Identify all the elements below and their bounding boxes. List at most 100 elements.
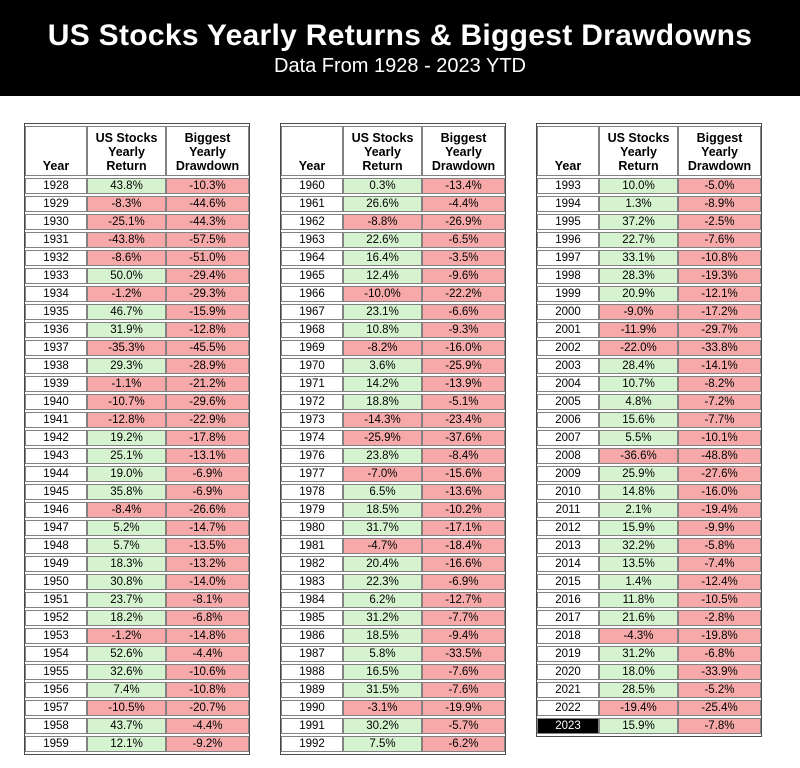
- return-cell: -9.0%: [599, 304, 678, 320]
- return-cell: 3.6%: [343, 358, 422, 374]
- year-cell: 1963: [281, 232, 343, 248]
- table-row: 1989 31.5% -7.6%: [281, 682, 505, 698]
- return-cell: 31.9%: [87, 322, 166, 338]
- return-cell: 50.0%: [87, 268, 166, 284]
- return-cell: 18.5%: [343, 502, 422, 518]
- year-cell: 1979: [281, 502, 343, 518]
- table-row: 2022 -19.4% -25.4%: [537, 700, 761, 716]
- drawdown-cell: -6.6%: [422, 304, 505, 320]
- table-row: 2017 21.6% -2.8%: [537, 610, 761, 626]
- year-cell: 1980: [281, 520, 343, 536]
- return-cell: -1.1%: [87, 376, 166, 392]
- year-cell: 1952: [25, 610, 87, 626]
- table-row: 1972 18.8% -5.1%: [281, 394, 505, 410]
- return-cell: 20.9%: [599, 286, 678, 302]
- drawdown-cell: -5.0%: [678, 178, 761, 194]
- table-row: 1981 -4.7% -18.4%: [281, 538, 505, 554]
- table-row: 2010 14.8% -16.0%: [537, 484, 761, 500]
- table-row: 1995 37.2% -2.5%: [537, 214, 761, 230]
- drawdown-cell: -25.9%: [422, 358, 505, 374]
- year-cell: 1933: [25, 268, 87, 284]
- table-row: 1985 31.2% -7.7%: [281, 610, 505, 626]
- drawdown-cell: -5.8%: [678, 538, 761, 554]
- year-cell: 1955: [25, 664, 87, 680]
- return-cell: 7.5%: [343, 736, 422, 752]
- year-cell: 1959: [25, 736, 87, 752]
- table-row: 1974 -25.9% -37.6%: [281, 430, 505, 446]
- year-cell: 1989: [281, 682, 343, 698]
- year-cell: 1997: [537, 250, 599, 266]
- return-cell: 19.0%: [87, 466, 166, 482]
- year-cell: 1939: [25, 376, 87, 392]
- table-row: 1928 43.8% -10.3%: [25, 178, 249, 194]
- drawdown-cell: -9.9%: [678, 520, 761, 536]
- year-cell: 1938: [25, 358, 87, 374]
- drawdown-cell: -44.3%: [166, 214, 249, 230]
- drawdown-column-header: Biggest Yearly Drawdown: [422, 126, 505, 176]
- drawdown-cell: -6.2%: [422, 736, 505, 752]
- return-cell: -10.7%: [87, 394, 166, 410]
- table-row: 1947 5.2% -14.7%: [25, 520, 249, 536]
- return-cell: 18.8%: [343, 394, 422, 410]
- drawdown-cell: -7.8%: [678, 718, 761, 734]
- table-row: 1930 -25.1% -44.3%: [25, 214, 249, 230]
- drawdown-cell: -4.4%: [422, 196, 505, 212]
- drawdown-cell: -13.5%: [166, 538, 249, 554]
- returns-table-1928-1959: Year US Stocks Yearly Return Biggest Yea…: [24, 123, 250, 755]
- drawdown-cell: -10.3%: [166, 178, 249, 194]
- year-cell: 1966: [281, 286, 343, 302]
- drawdown-cell: -29.6%: [166, 394, 249, 410]
- year-cell: 1948: [25, 538, 87, 554]
- return-cell: 4.8%: [599, 394, 678, 410]
- return-cell: 7.4%: [87, 682, 166, 698]
- return-cell: 15.6%: [599, 412, 678, 428]
- year-cell: 1992: [281, 736, 343, 752]
- return-cell: 43.7%: [87, 718, 166, 734]
- drawdown-cell: -17.1%: [422, 520, 505, 536]
- year-cell: 2022: [537, 700, 599, 716]
- table-row: 2000 -9.0% -17.2%: [537, 304, 761, 320]
- drawdown-cell: -5.7%: [422, 718, 505, 734]
- return-cell: -4.7%: [343, 538, 422, 554]
- return-cell: -8.4%: [87, 502, 166, 518]
- year-cell: 1991: [281, 718, 343, 734]
- table-row: 2006 15.6% -7.7%: [537, 412, 761, 428]
- drawdown-column-header: Biggest Yearly Drawdown: [166, 126, 249, 176]
- return-cell: 6.2%: [343, 592, 422, 608]
- year-cell: 1972: [281, 394, 343, 410]
- year-cell: 1998: [537, 268, 599, 284]
- year-cell: 1985: [281, 610, 343, 626]
- drawdown-cell: -7.6%: [422, 682, 505, 698]
- year-cell: 1983: [281, 574, 343, 590]
- year-cell: 1993: [537, 178, 599, 194]
- drawdown-cell: -7.7%: [678, 412, 761, 428]
- year-cell: 1944: [25, 466, 87, 482]
- return-cell: 19.2%: [87, 430, 166, 446]
- return-cell: -11.9%: [599, 322, 678, 338]
- year-cell: 1954: [25, 646, 87, 662]
- return-cell: 18.3%: [87, 556, 166, 572]
- return-cell: 6.5%: [343, 484, 422, 500]
- drawdown-cell: -6.9%: [422, 574, 505, 590]
- drawdown-cell: -22.9%: [166, 412, 249, 428]
- year-cell: 2020: [537, 664, 599, 680]
- table-row: 2020 18.0% -33.9%: [537, 664, 761, 680]
- table-row: 2005 4.8% -7.2%: [537, 394, 761, 410]
- table-row: 1987 5.8% -33.5%: [281, 646, 505, 662]
- table-header: Year US Stocks Yearly Return Biggest Yea…: [537, 126, 761, 176]
- returns-table-1960-1992: Year US Stocks Yearly Return Biggest Yea…: [280, 123, 506, 755]
- return-cell: 22.7%: [599, 232, 678, 248]
- year-column-header: Year: [537, 126, 599, 176]
- table-header: Year US Stocks Yearly Return Biggest Yea…: [25, 126, 249, 176]
- drawdown-cell: -44.6%: [166, 196, 249, 212]
- drawdown-cell: -25.4%: [678, 700, 761, 716]
- return-cell: 22.3%: [343, 574, 422, 590]
- drawdown-cell: -4.4%: [166, 718, 249, 734]
- table-row: 1963 22.6% -6.5%: [281, 232, 505, 248]
- return-cell: 16.4%: [343, 250, 422, 266]
- return-cell: 5.5%: [599, 430, 678, 446]
- return-cell: 30.2%: [343, 718, 422, 734]
- return-cell: 12.1%: [87, 736, 166, 752]
- table-row: 2001 -11.9% -29.7%: [537, 322, 761, 338]
- year-cell: 1945: [25, 484, 87, 500]
